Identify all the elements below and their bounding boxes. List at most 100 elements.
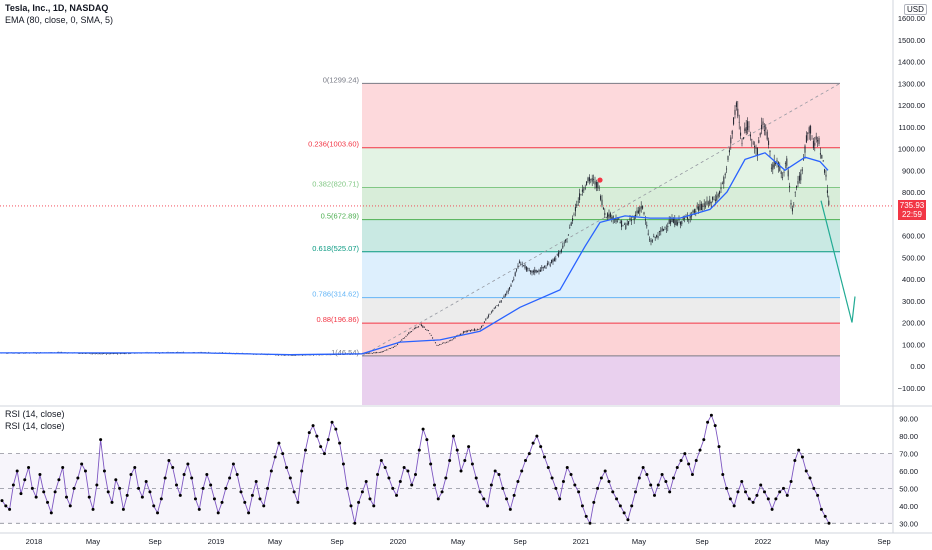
rsi-point: [72, 486, 76, 490]
rsi-point: [505, 497, 509, 501]
candle-body: [668, 219, 670, 224]
rsi-point: [171, 466, 175, 470]
currency-label[interactable]: USD: [904, 4, 927, 15]
rsi-point: [11, 483, 15, 487]
candle-body: [728, 150, 730, 153]
price-tick-label: 1300.00: [898, 79, 925, 88]
candle-body: [650, 240, 652, 242]
rsi-point: [148, 490, 152, 494]
fib-zone: [362, 297, 840, 324]
candle-body: [492, 309, 494, 311]
rsi-point: [262, 504, 266, 508]
rsi-point: [57, 478, 61, 482]
rsi-label-1[interactable]: RSI (14, close): [5, 409, 65, 419]
price-tick-label: 500.00: [902, 253, 925, 262]
rsi-point: [797, 448, 801, 452]
rsi-point: [812, 486, 816, 490]
candle-body: [451, 339, 453, 341]
candle-body: [619, 221, 621, 224]
candle-body: [429, 333, 431, 335]
candle-body: [119, 353, 121, 355]
candle-body: [590, 179, 592, 180]
fib-retracement[interactable]: 0(1299.24) 0.236(1003.60) 0.382(820.71) 0.5…: [308, 75, 841, 405]
candle-body: [558, 252, 560, 257]
candle-body: [518, 261, 520, 264]
price-tick-label: 300.00: [902, 297, 925, 306]
rsi-point: [512, 493, 516, 497]
fib-level-label: 0(1299.24): [323, 75, 360, 84]
candle-body: [418, 326, 420, 328]
candle-body: [454, 337, 456, 339]
candle-body: [423, 327, 425, 328]
rsi-point: [785, 493, 789, 497]
candle-body: [488, 315, 490, 317]
rsi-point: [486, 504, 490, 508]
rsi-point: [429, 462, 433, 466]
rsi-point: [630, 504, 634, 508]
candle-body: [622, 225, 624, 227]
candle-body: [497, 305, 499, 307]
rsi-point: [615, 497, 619, 501]
rsi-point: [23, 478, 27, 482]
candle-body: [530, 270, 532, 272]
rsi-point: [19, 492, 23, 496]
candle-body: [682, 217, 684, 220]
rsi-point: [573, 483, 577, 487]
rsi-point: [721, 472, 725, 476]
candle-body: [476, 329, 478, 330]
rsi-point: [520, 469, 524, 473]
candle-body: [755, 147, 757, 149]
candle-body: [371, 353, 373, 354]
rsi-point: [626, 518, 630, 522]
candle-body: [770, 167, 772, 169]
rsi-label-2[interactable]: RSI (14, close): [5, 421, 65, 431]
candle-body: [444, 342, 446, 344]
candle-body: [628, 221, 630, 225]
rsi-point: [588, 521, 592, 525]
rsi-point: [444, 476, 448, 480]
time-tick-label: May: [815, 537, 829, 546]
rsi-point: [421, 427, 425, 431]
candle-body: [636, 210, 638, 214]
candle-body: [647, 233, 649, 235]
rsi-point: [637, 476, 641, 480]
rsi-point: [300, 469, 304, 473]
time-tick-label: May: [451, 537, 465, 546]
time-tick-label: 2018: [26, 537, 43, 546]
candle-body: [742, 137, 744, 139]
candle-body: [705, 206, 707, 207]
candle-body: [754, 145, 756, 147]
rsi-pane: [0, 413, 893, 525]
candle-body: [665, 228, 667, 230]
candle-body: [495, 307, 497, 308]
candle-body: [825, 174, 827, 177]
price-axis[interactable]: 1600.00 1500.00 1400.00 1300.00 1200.00 1100.…: [898, 14, 925, 528]
rsi-point: [683, 452, 687, 456]
rsi-point: [307, 431, 311, 435]
symbol-title[interactable]: Tesla, Inc., 1D, NASDAQ: [5, 3, 109, 13]
projection-arrow-head: [851, 296, 856, 323]
candle-body: [762, 121, 764, 125]
rsi-point: [357, 500, 361, 504]
last-price-value: 735.93: [899, 201, 925, 210]
rsi-point: [694, 459, 698, 463]
rsi-point: [402, 466, 406, 470]
rsi-point: [641, 466, 645, 470]
candle-body: [776, 160, 778, 162]
rsi-point: [156, 511, 160, 515]
last-price-countdown: 22:59: [901, 210, 923, 219]
rsi-point: [250, 493, 254, 497]
ema-indicator-label[interactable]: EMA (80, close, 0, SMA, 5): [5, 15, 114, 25]
rsi-point: [338, 441, 342, 445]
candle-body: [814, 142, 816, 146]
candle-body: [735, 102, 737, 107]
candle-body: [756, 148, 758, 157]
candle-body: [472, 330, 474, 331]
rsi-point: [634, 490, 638, 494]
rsi-point: [618, 504, 622, 508]
time-axis[interactable]: 2018 May Sep 2019 May Sep 2020 May Sep 2021 May Sep…: [26, 537, 891, 546]
candle-body: [656, 235, 658, 237]
rsi-point: [137, 486, 141, 490]
candle-body: [462, 331, 464, 333]
